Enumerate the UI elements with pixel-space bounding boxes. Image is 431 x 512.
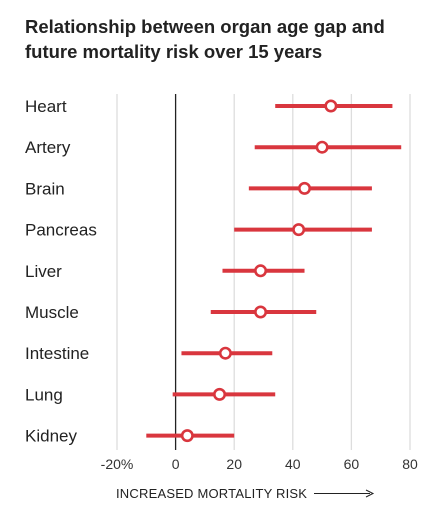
category-label-kidney: Kidney (25, 427, 77, 446)
x-axis-title-group: INCREASED MORTALITY RISK (116, 486, 375, 501)
marker-artery (315, 140, 329, 154)
estimate-markers (180, 99, 338, 443)
tick-label-neg20: -20% (101, 456, 134, 472)
marker-liver (254, 264, 268, 278)
category-label-liver: Liver (25, 262, 62, 281)
interval-lines (146, 104, 402, 438)
marker-kidney (180, 429, 194, 443)
category-label-intestine: Intestine (25, 344, 89, 363)
marker-pancreas (292, 223, 306, 237)
tick-label-80: 80 (402, 456, 418, 472)
tick-label-60: 60 (344, 456, 360, 472)
arrow-right-icon (365, 489, 375, 498)
category-label-heart: Heart (25, 97, 67, 116)
tick-label-0: 0 (172, 456, 180, 472)
category-labels: Heart Artery Brain Pancreas Liver Muscle Intes… (25, 97, 97, 446)
tick-label-40: 40 (285, 456, 301, 472)
x-axis-title: INCREASED MORTALITY RISK (116, 486, 307, 501)
category-label-brain: Brain (25, 179, 65, 198)
marker-muscle (254, 305, 268, 319)
category-label-artery: Artery (25, 138, 71, 157)
tick-label-20: 20 (226, 456, 242, 472)
chart-title: Relationship between organ age gap and f… (25, 16, 385, 62)
marker-brain (298, 181, 312, 195)
category-label-pancreas: Pancreas (25, 221, 97, 240)
category-label-muscle: Muscle (25, 303, 79, 322)
category-label-lung: Lung (25, 385, 63, 404)
marker-heart (324, 99, 338, 113)
x-tick-labels: -20% 0 20 40 60 80 (101, 456, 418, 472)
marker-lung (213, 387, 227, 401)
marker-intestine (218, 346, 232, 360)
